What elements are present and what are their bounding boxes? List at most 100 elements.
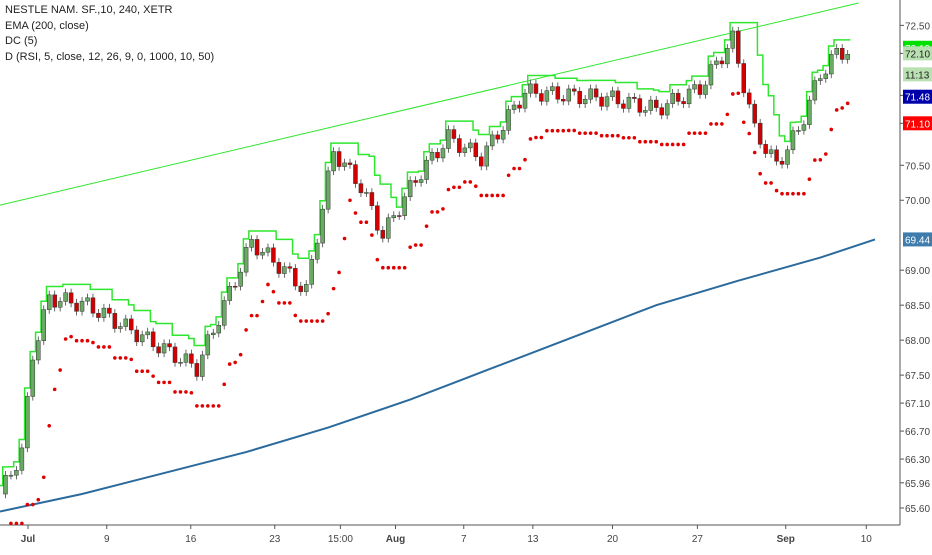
candle-body	[36, 340, 41, 361]
price-label-bg	[903, 116, 932, 131]
stop-dot	[463, 180, 467, 184]
stop-dot	[266, 282, 270, 287]
candle-body	[670, 92, 675, 104]
legend-dc[interactable]: DC (5)	[5, 35, 38, 47]
stop-dot	[430, 210, 434, 214]
stop-dot	[736, 91, 741, 96]
y-tick-label: 67.10	[905, 399, 930, 410]
stop-dot	[123, 356, 128, 360]
stop-dot	[107, 345, 112, 349]
stop-dot	[140, 369, 144, 374]
stop-dot	[813, 158, 817, 162]
candle-body	[123, 318, 129, 327]
candle-body	[746, 92, 752, 105]
y-tick-label: 65.96	[905, 479, 930, 490]
candle-body	[205, 334, 211, 356]
stop-dot	[69, 334, 73, 339]
candle-body	[823, 73, 829, 79]
candle-body	[692, 84, 697, 90]
y-tick-label: 66.70	[905, 427, 930, 438]
stop-dot	[14, 521, 19, 526]
stop-dot	[381, 265, 385, 270]
price-label: 71.48	[905, 93, 930, 104]
stop-dot	[654, 139, 659, 144]
candle-body	[413, 180, 418, 183]
candle-body	[489, 134, 495, 147]
stop-dot	[145, 369, 150, 374]
candle-body	[90, 297, 96, 314]
x-tick-label: 13	[527, 534, 539, 545]
candle-body	[686, 88, 692, 105]
candle-body	[785, 149, 790, 165]
stop-dot	[714, 122, 719, 126]
candle-body	[216, 325, 221, 334]
candle-body	[293, 268, 298, 287]
stop-dot	[577, 131, 582, 135]
y-tick-label: 68.00	[905, 336, 930, 347]
candle-body	[845, 54, 850, 60]
candle-body	[57, 301, 63, 308]
x-tick-label: 27	[692, 534, 704, 545]
candle-body	[741, 63, 746, 94]
stop-dot	[681, 142, 686, 147]
candle-body	[178, 362, 183, 364]
candle-body	[626, 96, 632, 109]
stop-dot	[195, 404, 199, 408]
candle-body	[3, 474, 8, 495]
stop-dot	[25, 502, 30, 507]
stop-dot	[517, 166, 522, 171]
y-tick-label: 69.00	[905, 266, 930, 277]
candle-body	[511, 104, 517, 110]
stop-dot	[479, 193, 484, 198]
x-tick-label: 9	[104, 534, 110, 545]
stop-dot	[572, 128, 577, 133]
stop-dot	[255, 313, 259, 318]
stop-dot	[178, 390, 183, 394]
stop-dot	[41, 475, 46, 480]
stop-dot	[375, 257, 380, 262]
legend-symbol[interactable]: NESTLE NAM. SF.,10, 240, XETR	[5, 4, 173, 16]
stop-dot	[282, 301, 287, 305]
y-tick-label: 65.60	[905, 504, 930, 515]
candle-body	[457, 138, 462, 153]
candle-body	[533, 83, 539, 94]
legend-ema[interactable]: EMA (200, close)	[5, 19, 89, 32]
candle-body	[621, 103, 626, 109]
candle-body	[839, 48, 845, 60]
stop-dot	[386, 265, 391, 270]
stop-dot	[687, 131, 691, 135]
candle-body	[708, 64, 714, 86]
stop-dot	[594, 131, 598, 135]
stop-dot	[802, 191, 806, 196]
stop-dot	[424, 224, 429, 228]
stop-dot	[676, 142, 680, 147]
candle-body	[342, 162, 347, 167]
candle-body	[249, 239, 254, 248]
stop-dot	[583, 131, 587, 135]
stop-dot	[490, 193, 494, 198]
stop-dot	[408, 245, 412, 249]
stop-dot	[774, 188, 779, 193]
candle-body	[265, 247, 271, 253]
candle-body	[238, 271, 243, 287]
stop-dot	[342, 236, 347, 241]
stop-dot	[118, 356, 123, 360]
candle-body	[325, 170, 331, 210]
x-tick-label: Sep	[777, 534, 795, 545]
candle-body	[150, 331, 156, 348]
candle-body	[768, 149, 774, 154]
trend-line	[0, 2, 859, 206]
stop-dot	[512, 166, 516, 171]
candle-body	[298, 285, 304, 292]
y-tick-label: 70.00	[905, 196, 930, 207]
stop-dot	[616, 133, 620, 138]
candle-body	[276, 262, 282, 274]
candle-body	[271, 247, 276, 263]
stop-dot	[741, 120, 746, 125]
legend-d[interactable]: D (RSI, 5, close, 12, 26, 9, 0, 1000, 10…	[5, 50, 215, 63]
candle-body	[632, 96, 637, 99]
price-label: 11:13	[905, 70, 930, 81]
candle-body	[145, 331, 150, 336]
